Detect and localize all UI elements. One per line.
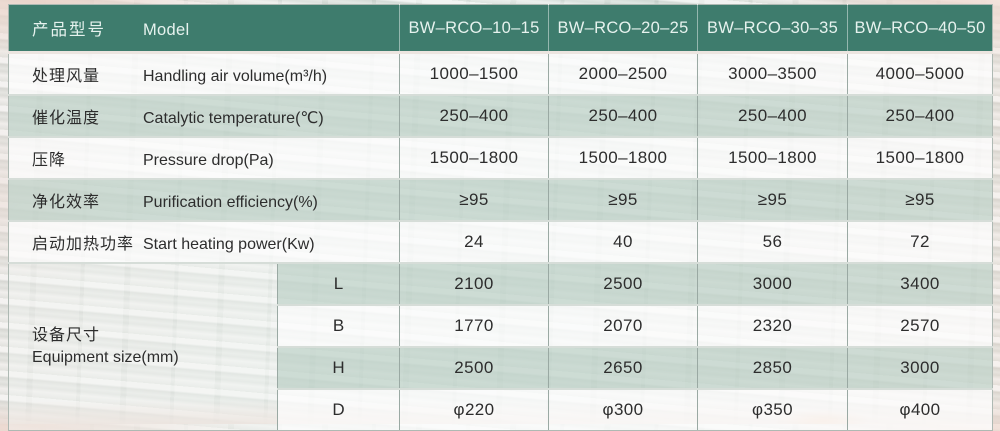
row-label: 催化温度 Catalytic temperature(℃) xyxy=(8,95,400,138)
dimension-letter: B xyxy=(276,305,400,348)
spec-table-wrapper: 产品型号 Model BW–RCO–10–15 BW–RCO–20–25 BW–R… xyxy=(8,4,994,431)
row-label-en: Pressure drop(Pa) xyxy=(143,152,274,169)
row-equipment-size-B: B 1770 2070 2320 2570 xyxy=(9,305,993,348)
header-model-label: 产品型号 Model xyxy=(8,4,400,54)
header-model-3: BW–RCO–30–35 xyxy=(697,4,848,54)
header-model-2: BW–RCO–20–25 xyxy=(548,4,698,54)
row-air-volume: 处理风量 Handling air volume(m³/h) 1000–1500 … xyxy=(8,52,993,96)
dimension-letter: H xyxy=(276,347,400,390)
cell-value: 2320 xyxy=(697,305,848,348)
row-equipment-size-H: H 2500 2650 2850 3000 xyxy=(9,347,993,390)
row-label: 处理风量 Handling air volume(m³/h) xyxy=(8,52,400,96)
cell-value: 250–400 xyxy=(548,95,698,138)
row-start-heating-power: 启动加热功率 Start heating power(Kw) 24 40 56 7… xyxy=(8,221,993,264)
row-purification-efficiency: 净化效率 Purification efficiency(%) ≥95 ≥95 ≥… xyxy=(8,179,993,222)
cell-value: 40 xyxy=(548,221,698,264)
cell-value: 1500–1800 xyxy=(847,137,993,180)
row-label-en: Start heating power(Kw) xyxy=(143,236,315,253)
row-label: 压降 Pressure drop(Pa) xyxy=(8,137,400,180)
cell-value: 250–400 xyxy=(847,95,993,138)
cell-value: 1770 xyxy=(399,305,549,348)
cell-value: 1000–1500 xyxy=(399,52,549,96)
row-label: 净化效率 Purification efficiency(%) xyxy=(8,179,400,222)
cell-value: 250–400 xyxy=(399,95,549,138)
header-label-zh: 产品型号 xyxy=(32,21,106,39)
cell-value: 3000 xyxy=(697,263,848,306)
cell-value: 1500–1800 xyxy=(548,137,698,180)
row-label-en: Purification efficiency(%) xyxy=(143,194,318,211)
row-label-zh: 催化温度 xyxy=(32,110,101,127)
cell-value: φ300 xyxy=(548,389,698,431)
product-spec-table: 产品型号 Model BW–RCO–10–15 BW–RCO–20–25 BW–R… xyxy=(8,4,994,431)
cell-value: 2850 xyxy=(697,347,848,390)
header-model-1: BW–RCO–10–15 xyxy=(399,4,549,54)
row-label-zh: 净化效率 xyxy=(32,194,101,211)
cell-value: 2570 xyxy=(847,305,993,348)
row-label-en: Handling air volume(m³/h) xyxy=(143,68,328,85)
cell-value: 2500 xyxy=(399,347,549,390)
cell-value: 56 xyxy=(697,221,848,264)
row-equipment-size-L: 设备尺寸 Equipment size(mm) L 2100 2500 3000… xyxy=(8,263,993,431)
header-label-en: Model xyxy=(143,21,190,39)
cell-value: 3000–3500 xyxy=(697,52,848,96)
header-model-4: BW–RCO–40–50 xyxy=(847,4,993,54)
row-label-zh: 压降 xyxy=(32,152,67,169)
equipment-size-label-zh: 设备尺寸 xyxy=(32,327,101,344)
cell-value: ≥95 xyxy=(847,179,993,222)
cell-value: φ350 xyxy=(697,389,848,431)
row-label-zh: 启动加热功率 xyxy=(32,236,135,253)
cell-value: 2100 xyxy=(399,263,549,306)
equipment-size-label-en: Equipment size(mm) xyxy=(32,349,179,366)
cell-value: ≥95 xyxy=(697,179,848,222)
cell-value: 2650 xyxy=(548,347,698,390)
cell-value: 2000–2500 xyxy=(548,52,698,96)
cell-value: 1500–1800 xyxy=(399,137,549,180)
cell-value: 1500–1800 xyxy=(697,137,848,180)
row-pressure-drop: 压降 Pressure drop(Pa) 1500–1800 1500–1800 … xyxy=(8,137,993,180)
header-row: 产品型号 Model BW–RCO–10–15 BW–RCO–20–25 BW–R… xyxy=(8,4,993,54)
cell-value: 2500 xyxy=(548,263,698,306)
cell-value: 2070 xyxy=(548,305,698,348)
row-label-zh: 处理风量 xyxy=(32,68,101,85)
cell-value: 250–400 xyxy=(697,95,848,138)
dimension-letter: L xyxy=(276,263,400,306)
row-catalytic-temperature: 催化温度 Catalytic temperature(℃) 250–400 250… xyxy=(8,95,993,138)
cell-value: φ220 xyxy=(399,389,549,431)
cell-value: 72 xyxy=(847,221,993,264)
dimension-letter: D xyxy=(276,389,400,431)
cell-value: ≥95 xyxy=(548,179,698,222)
cell-value: ≥95 xyxy=(399,179,549,222)
cell-value: 24 xyxy=(399,221,549,264)
cell-value: 4000–5000 xyxy=(847,52,993,96)
row-label-en: Catalytic temperature(℃) xyxy=(143,110,324,127)
cell-value: φ400 xyxy=(847,389,993,431)
equipment-size-label: 设备尺寸 Equipment size(mm) xyxy=(8,263,278,431)
row-label: 启动加热功率 Start heating power(Kw) xyxy=(8,221,400,264)
cell-value: 3000 xyxy=(847,347,993,390)
cell-value: 3400 xyxy=(847,263,993,306)
